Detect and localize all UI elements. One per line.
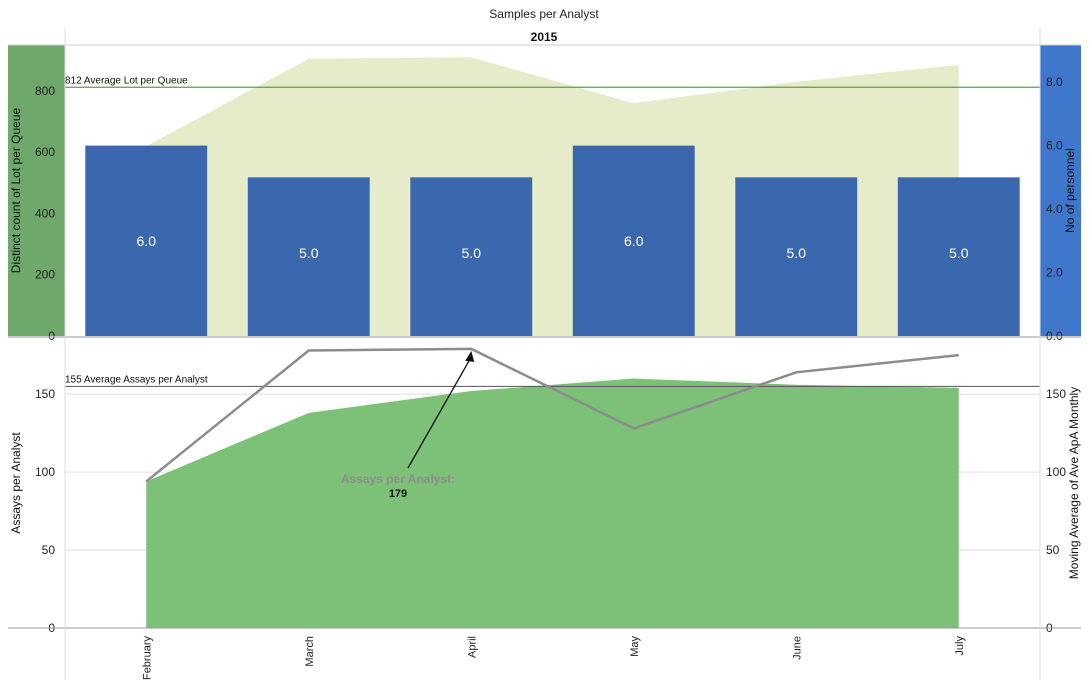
bar xyxy=(897,177,1020,336)
bottom-left-tick-label: 150 xyxy=(35,387,55,401)
bottom-right-tick-label: 150 xyxy=(1046,387,1066,401)
bar xyxy=(85,145,208,336)
annotation-label: Assays per Analyst: xyxy=(341,472,455,486)
annotation-value: 179 xyxy=(389,488,407,500)
top-left-tick-label: 200 xyxy=(35,268,55,282)
left-axis-band-top xyxy=(8,45,65,336)
bar xyxy=(247,177,370,336)
top-left-tick-label: 400 xyxy=(35,206,55,220)
x-tick-label: April xyxy=(466,636,478,658)
top-right-tick-label: 4.0 xyxy=(1046,202,1063,216)
x-tick-label: March xyxy=(304,636,316,667)
annotation-arrow-line xyxy=(407,356,472,469)
bar-label: 5.0 xyxy=(299,245,319,261)
chart-title: Samples per Analyst xyxy=(489,7,599,21)
chart-layer: 812 Average Lot per Queue 6.0 5.0 5.0 6.0 5.0… xyxy=(8,28,1081,680)
top-right-tick-label: 2.0 xyxy=(1046,266,1063,280)
bar xyxy=(735,177,858,336)
chart-subtitle: 2015 xyxy=(531,30,558,44)
top-right-axis-title: No of personnel xyxy=(1063,148,1077,233)
bottom-area-series xyxy=(146,378,959,628)
bar-label: 5.0 xyxy=(462,245,482,261)
bottom-left-tick-label: 50 xyxy=(42,543,56,557)
bar xyxy=(572,145,695,336)
bottom-right-axis-title: Moving Average of Ave ApA Monthly xyxy=(1067,387,1081,579)
top-left-tick-label: 0 xyxy=(48,329,55,343)
x-tick-label: February xyxy=(141,636,153,680)
top-left-tick-label: 600 xyxy=(35,145,55,159)
bottom-left-axis-title: Assays per Analyst xyxy=(9,432,23,534)
bottom-reference-label: 155 Average Assays per Analyst xyxy=(65,374,208,385)
bar xyxy=(410,177,533,336)
x-tick-label: July xyxy=(954,636,966,656)
x-tick-label: May xyxy=(629,636,641,657)
bar-label: 5.0 xyxy=(949,245,969,261)
annotation-arrow-head xyxy=(465,350,475,362)
top-right-tick-label: 8.0 xyxy=(1046,75,1063,89)
bottom-right-tick-label: 50 xyxy=(1046,543,1060,557)
bar-label: 5.0 xyxy=(787,245,807,261)
bottom-left-tick-label: 100 xyxy=(35,465,55,479)
x-tick-label: June xyxy=(791,636,803,660)
right-axis-band-top xyxy=(1040,45,1081,336)
top-left-tick-label: 800 xyxy=(35,84,55,98)
top-right-tick-label: 6.0 xyxy=(1046,139,1063,153)
assays-line xyxy=(145,347,959,483)
bar-label: 6.0 xyxy=(624,233,644,249)
top-right-tick-label: 0.0 xyxy=(1046,329,1063,343)
bar-label: 6.0 xyxy=(137,233,157,249)
top-left-axis-title: Distinct count of Lot per Queue xyxy=(9,107,23,273)
bottom-right-tick-label: 100 xyxy=(1046,465,1066,479)
top-reference-label: 812 Average Lot per Queue xyxy=(65,75,188,86)
